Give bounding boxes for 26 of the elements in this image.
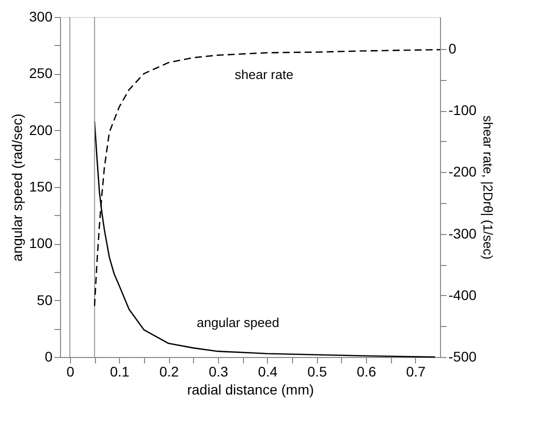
y2-tick-label: -400 [448, 286, 477, 303]
y-tick-label: 300 [29, 8, 53, 24]
y-tick-label: 150 [29, 178, 53, 194]
y2-axis-title: shear rate, |2Drθ| (1/sec) [480, 115, 496, 260]
y-tick-label: 200 [29, 122, 53, 138]
y-tick-label: 0 [44, 348, 53, 364]
y2-tick-label: -500 [448, 348, 477, 364]
y-tick-label: 100 [29, 235, 53, 252]
x-tick-label: 0.7 [406, 364, 426, 380]
y2-tick-label: -200 [448, 164, 477, 180]
y2-tick-label: -100 [448, 102, 477, 118]
x-tick-label: 0.1 [110, 364, 130, 380]
x-tick-label: 0.6 [356, 364, 376, 380]
y2-tick-label: -300 [448, 225, 477, 242]
annotation: shear rate [234, 66, 294, 82]
y-tick-label: 250 [29, 65, 53, 82]
y-axis-title: angular speed (rad/sec) [9, 114, 26, 262]
y2-tick-label: 0 [448, 40, 456, 57]
x-tick-label: 0.2 [159, 364, 180, 380]
x-axis-title: radial distance (mm) [187, 382, 314, 398]
y-tick-label: 50 [36, 292, 53, 308]
x-tick-label: 0 [66, 364, 74, 380]
x-tick-label: 0.3 [208, 364, 228, 380]
annotation: angular speed [196, 315, 280, 330]
x-tick-label: 0.5 [307, 364, 328, 380]
x-tick-label: 0.4 [258, 364, 278, 380]
